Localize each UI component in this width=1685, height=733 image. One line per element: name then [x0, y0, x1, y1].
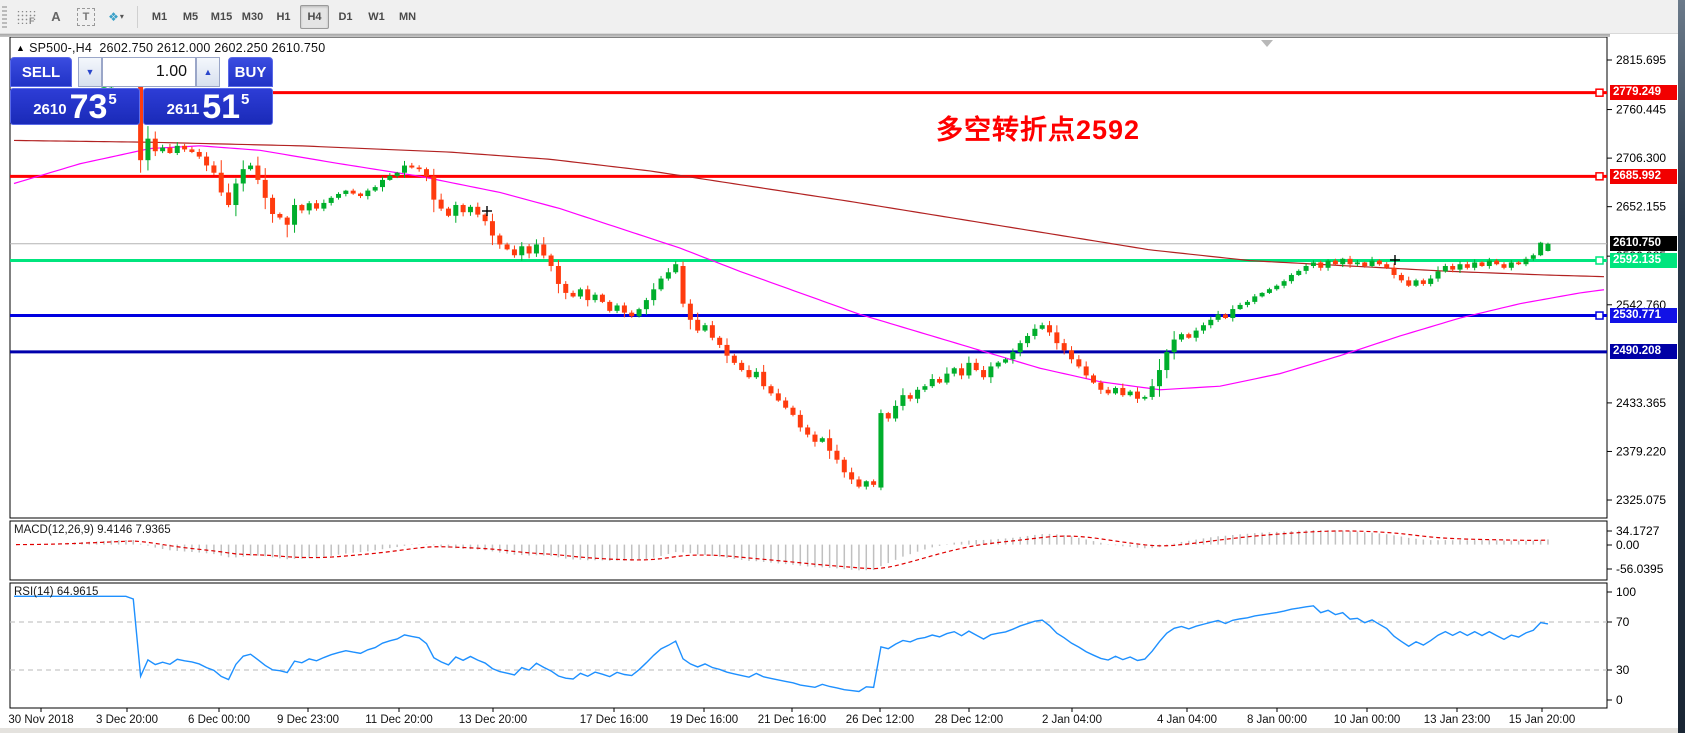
svg-text:2325.075: 2325.075	[1616, 493, 1666, 507]
volume-decrease-button[interactable]: ▼	[78, 57, 102, 87]
buy-price-sup: 5	[241, 91, 250, 108]
symbol-ohlc-text: SP500-,H4 2602.750 2612.000 2602.250 261…	[29, 41, 326, 55]
timeframe-button-m15[interactable]: M15	[210, 10, 233, 23]
svg-text:-56.0395: -56.0395	[1616, 562, 1664, 576]
svg-text:17 Dec 16:00: 17 Dec 16:00	[580, 714, 648, 726]
svg-text:2 Jan 04:00: 2 Jan 04:00	[1042, 714, 1102, 726]
svg-text:2433.365: 2433.365	[1616, 396, 1666, 410]
svg-text:10 Jan 00:00: 10 Jan 00:00	[1334, 714, 1401, 726]
sell-price-box[interactable]: 2610 73 5	[10, 88, 140, 125]
svg-text:30 Nov 2018: 30 Nov 2018	[8, 714, 73, 726]
macd-signal-value: 7.9365	[135, 524, 171, 536]
sell-price-prefix: 2610	[33, 101, 67, 118]
svg-text:13 Dec 20:00: 13 Dec 20:00	[459, 714, 527, 726]
timeframe-bar: M1 M5 M15 M30 H1 H4 D1 W1 MN	[144, 4, 423, 29]
price-badge-2610.750: 2610.750	[1610, 236, 1677, 252]
svg-text:30: 30	[1616, 663, 1630, 677]
window-bottom-strip	[0, 728, 1678, 733]
timeframe-button-w1[interactable]: W1	[368, 10, 385, 23]
text-label-icon[interactable]: A	[51, 9, 61, 24]
timeframe-button-m5[interactable]: M5	[182, 10, 199, 23]
svg-text:34.1727: 34.1727	[1616, 524, 1660, 538]
svg-text:26 Dec 12:00: 26 Dec 12:00	[846, 714, 914, 726]
timeframe-button-m30[interactable]: M30	[241, 10, 264, 23]
svg-text:13 Jan 23:00: 13 Jan 23:00	[1424, 714, 1491, 726]
svg-text:11 Dec 20:00: 11 Dec 20:00	[365, 714, 433, 726]
price-badge-2490.208: 2490.208	[1610, 344, 1677, 360]
svg-text:2706.300: 2706.300	[1616, 151, 1666, 165]
svg-text:15 Jan 20:00: 15 Jan 20:00	[1509, 714, 1576, 726]
macd-main-value: 9.4146	[97, 524, 133, 536]
macd-label: MACD(12,26,9) 9.4146 7.9365	[14, 524, 171, 536]
one-click-trading-panel: SELL ▼ 1.00 ▲ BUY 2610 73 5 2611 51 5	[10, 55, 273, 125]
toolbar-separator	[137, 5, 138, 28]
rsi-value: 64.9615	[56, 586, 99, 598]
chart-text-annotation[interactable]: 多空转折点2592	[936, 115, 1141, 145]
svg-text:4 Jan 04:00: 4 Jan 04:00	[1157, 714, 1217, 726]
svg-text:3 Dec 20:00: 3 Dec 20:00	[96, 714, 158, 726]
svg-text:0.00: 0.00	[1616, 538, 1640, 552]
collapse-triangle-icon[interactable]: ▲	[16, 43, 26, 53]
timeframe-button-h1[interactable]: H1	[276, 10, 291, 23]
buy-price-box[interactable]: 2611 51 5	[143, 88, 273, 125]
volume-input[interactable]: 1.00	[102, 57, 196, 87]
buy-price-prefix: 2611	[166, 101, 200, 118]
price-badge-2685.992: 2685.992	[1610, 168, 1677, 184]
shapes-icon[interactable]: ❖ ▾	[108, 9, 124, 24]
svg-text:100: 100	[1616, 585, 1636, 599]
svg-text:6 Dec 00:00: 6 Dec 00:00	[188, 714, 250, 726]
symbol-header: ▲ SP500-,H4 2602.750 2612.000 2602.250 26…	[16, 41, 325, 55]
timeframe-button-d1[interactable]: D1	[338, 10, 353, 23]
window-top-strip	[0, 33, 1610, 37]
svg-text:19 Dec 16:00: 19 Dec 16:00	[670, 714, 738, 726]
sell-button[interactable]: SELL	[10, 57, 72, 87]
price-badge-2530.771: 2530.771	[1610, 308, 1677, 324]
toolbar-drag-handle[interactable]	[2, 5, 7, 28]
svg-text:28 Dec 12:00: 28 Dec 12:00	[935, 714, 1003, 726]
svg-text:2815.695: 2815.695	[1616, 53, 1666, 67]
svg-text:8 Jan 00:00: 8 Jan 00:00	[1247, 714, 1307, 726]
svg-text:2760.445: 2760.445	[1616, 103, 1666, 117]
svg-text:2379.220: 2379.220	[1616, 444, 1666, 458]
volume-increase-button[interactable]: ▲	[196, 57, 220, 87]
timeframe-button-h4[interactable]: H4	[300, 4, 329, 29]
text-box-icon[interactable]: T	[73, 4, 99, 30]
price-badge-2592.135: 2592.135	[1610, 253, 1677, 268]
price-badge-2779.249: 2779.249	[1610, 85, 1677, 101]
svg-text:21 Dec 16:00: 21 Dec 16:00	[758, 714, 826, 726]
window-right-border	[1678, 0, 1685, 733]
svg-text:0: 0	[1616, 693, 1623, 707]
svg-text:2652.155: 2652.155	[1616, 200, 1666, 214]
buy-button[interactable]: BUY	[228, 57, 273, 87]
toolbar: :::::::::::::F A T ❖ ▾ M1 M5 M15 M30 H1 H4 D1 W1…	[0, 0, 1685, 34]
buy-price-big: 51	[202, 88, 241, 126]
sell-price-big: 73	[69, 88, 108, 126]
svg-text:9 Dec 23:00: 9 Dec 23:00	[277, 714, 339, 726]
timeframe-button-m1[interactable]: M1	[151, 10, 168, 23]
svg-text:70: 70	[1616, 615, 1630, 629]
patterns-grid-icon[interactable]: :::::::::::::F	[17, 7, 37, 26]
sell-price-sup: 5	[108, 91, 117, 108]
rsi-label: RSI(14) 64.9615	[14, 586, 99, 598]
timeframe-button-mn[interactable]: MN	[398, 10, 417, 23]
chevron-down-icon[interactable]: ▾	[119, 12, 124, 21]
